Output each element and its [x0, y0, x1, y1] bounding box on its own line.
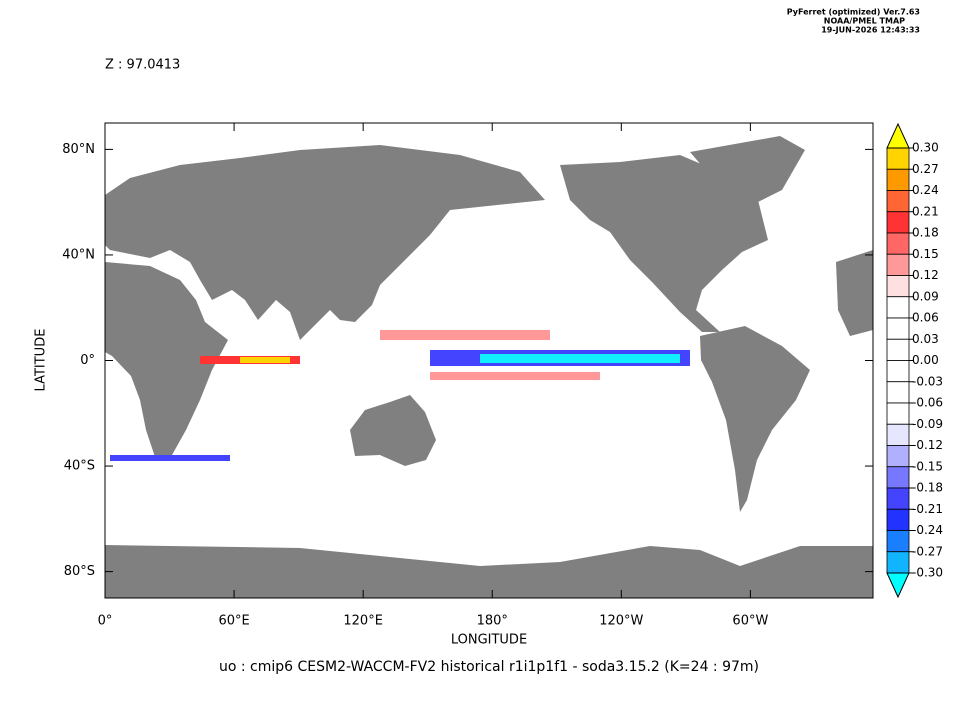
- colorbar-label: -0.21: [912, 502, 943, 516]
- y-tick-label: 40°N: [62, 247, 95, 262]
- colorbar-label: -0.27: [912, 544, 943, 558]
- colorbar-bin: [886, 168, 910, 191]
- header-line: NOAA/PMEL TMAP: [824, 17, 905, 26]
- colorbar-label: 0.27: [912, 162, 939, 176]
- colorbar-bin: [886, 317, 910, 340]
- land: [690, 136, 805, 206]
- current-band: [110, 455, 230, 461]
- colorbar-over: [886, 122, 910, 149]
- x-tick-label: 60°W: [732, 614, 768, 629]
- colorbar-label: 0.24: [912, 183, 939, 197]
- colorbar-bin: [886, 487, 910, 510]
- colorbar-label: -0.18: [912, 481, 943, 495]
- colorbar-bin: [886, 423, 910, 446]
- colorbar-bin: [886, 360, 910, 383]
- y-tick-label: 40°S: [64, 459, 95, 474]
- colorbar-label: 0.03: [912, 332, 939, 346]
- colorbar-label: 0.06: [912, 311, 939, 325]
- colorbar-bin: [886, 381, 910, 404]
- colorbar-label: -0.09: [912, 417, 943, 431]
- current-band: [480, 354, 680, 363]
- colorbar-label: -0.30: [912, 566, 943, 580]
- colorbar-label: 0.18: [912, 226, 939, 240]
- colorbar-bin: [886, 445, 910, 468]
- subtitle: Z : 97.0413: [105, 58, 180, 73]
- colorbar-bin: [886, 466, 910, 489]
- x-axis-label: LONGITUDE: [451, 633, 527, 648]
- colorbar-label: -0.03: [912, 374, 943, 388]
- colorbar-bin: [886, 275, 910, 298]
- land: [105, 145, 545, 340]
- colorbar-label: 0.15: [912, 247, 939, 261]
- x-tick-label: 120°E: [343, 614, 383, 629]
- y-tick-label: 80°S: [64, 564, 95, 579]
- land: [836, 250, 873, 336]
- colorbar-label: -0.12: [912, 438, 943, 452]
- land: [560, 155, 768, 332]
- current-band: [380, 330, 550, 340]
- colorbar-label: 0.00: [912, 353, 939, 367]
- chart-title: uo : cmip6 CESM2-WACCM-FV2 historical r1…: [219, 659, 759, 675]
- colorbar-label: -0.15: [912, 459, 943, 473]
- header-line: PyFerret (optimized) Ver.7.63: [787, 8, 920, 17]
- colorbar-label: 0.21: [912, 204, 939, 218]
- colorbar-bin: [886, 508, 910, 531]
- colorbar-label: 0.12: [912, 268, 939, 282]
- colorbar-bin: [886, 190, 910, 213]
- colorbar-bin: [886, 147, 910, 170]
- colorbar-bin: [886, 551, 910, 574]
- colorbar-label: 0.09: [912, 289, 939, 303]
- land: [105, 545, 873, 598]
- colorbar-bin: [886, 296, 910, 319]
- current-band: [430, 372, 600, 380]
- land: [105, 262, 228, 460]
- colorbar-label: -0.24: [912, 523, 943, 537]
- header-line: 19-JUN-2026 12:43:33: [821, 26, 920, 35]
- current-band: [240, 357, 290, 363]
- colorbar-under: [886, 572, 910, 599]
- colorbar-bin: [886, 402, 910, 425]
- colorbar-label: 0.30: [912, 141, 939, 155]
- x-tick-label: 180°: [477, 614, 508, 629]
- colorbar-bin: [886, 211, 910, 234]
- colorbar-label: -0.06: [912, 396, 943, 410]
- land: [700, 326, 810, 512]
- colorbar-bin: [886, 338, 910, 361]
- x-tick-label: 120°W: [599, 614, 643, 629]
- map: [105, 136, 873, 598]
- y-tick-label: 80°N: [62, 142, 95, 157]
- colorbar-bin: [886, 232, 910, 255]
- colorbar-bin: [886, 253, 910, 276]
- y-tick-label: 0°: [80, 353, 95, 368]
- colorbar-bin: [886, 530, 910, 553]
- y-axis-label: LATITUDE: [34, 329, 49, 392]
- x-tick-label: 0°: [98, 614, 113, 629]
- x-tick-label: 60°E: [218, 614, 249, 629]
- land: [350, 395, 436, 466]
